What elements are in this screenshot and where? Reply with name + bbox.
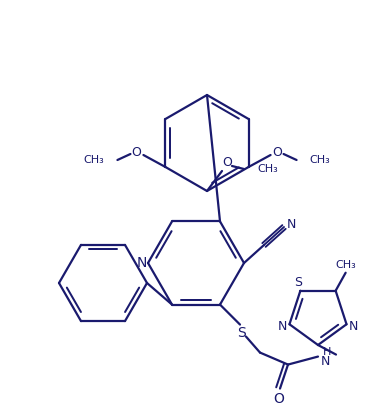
Text: S: S [295, 276, 302, 289]
Text: O: O [273, 391, 285, 406]
Text: N: N [321, 355, 330, 368]
Text: O: O [273, 146, 283, 159]
Text: N: N [286, 218, 296, 231]
Text: O: O [131, 146, 141, 159]
Text: S: S [237, 326, 245, 339]
Text: O: O [222, 157, 232, 169]
Text: N: N [137, 256, 147, 270]
Text: CH₃: CH₃ [335, 260, 356, 270]
Text: H: H [323, 346, 331, 357]
Text: CH₃: CH₃ [310, 155, 330, 165]
Text: CH₃: CH₃ [257, 164, 278, 174]
Text: CH₃: CH₃ [84, 155, 104, 165]
Text: N: N [349, 320, 358, 333]
Text: N: N [278, 320, 287, 333]
